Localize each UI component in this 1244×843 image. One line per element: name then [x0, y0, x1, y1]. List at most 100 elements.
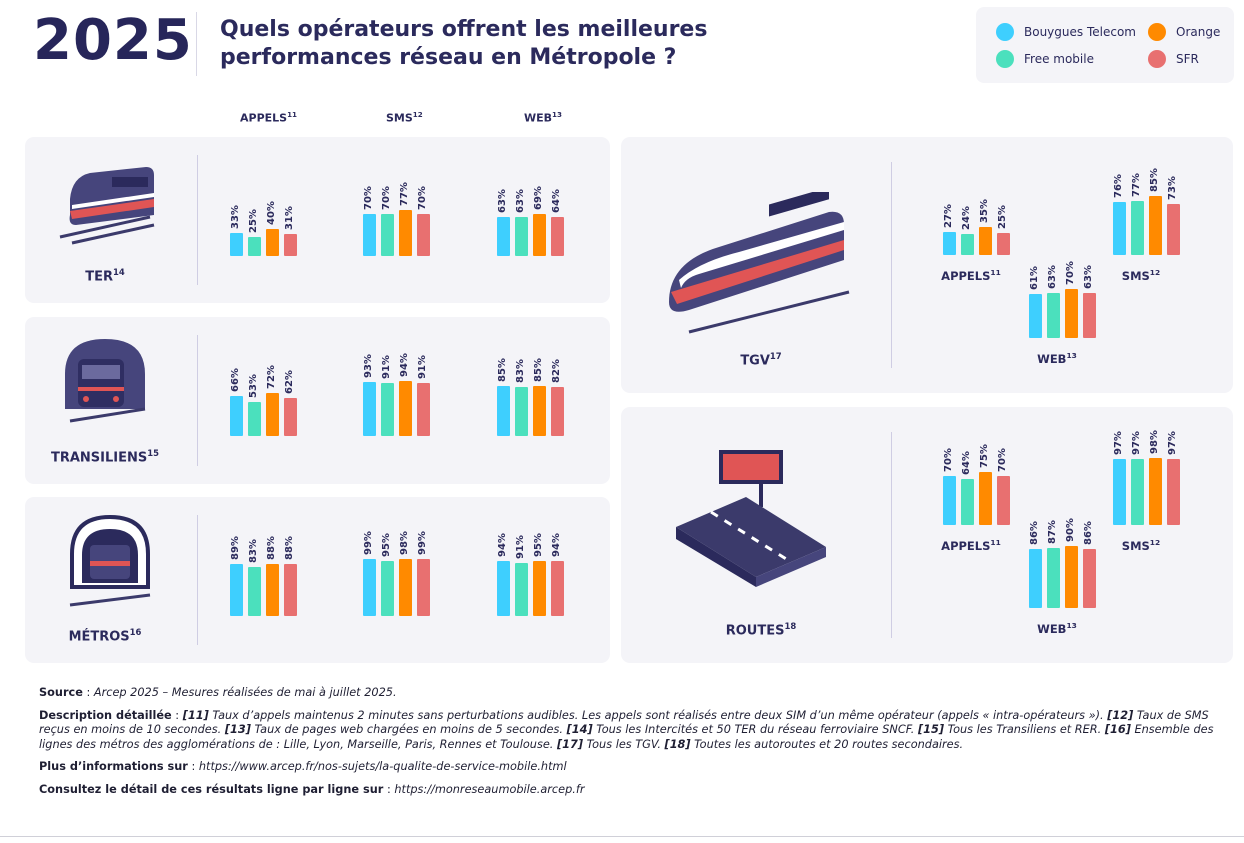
panel-divider	[891, 162, 892, 368]
bar-appels-orange	[979, 227, 992, 255]
road-icon	[666, 447, 836, 591]
footnote-ref: [13]	[224, 723, 251, 736]
value-label-sms: 98%	[399, 531, 410, 555]
value-label-appels: 25%	[997, 205, 1008, 229]
panel-ter: TER14 33% 25% 40% 31% 70% 70% 77% 70% 63% 63% 69% 64…	[25, 137, 610, 303]
bar-web-sfr	[1083, 293, 1096, 338]
value-label-web: 63%	[1047, 265, 1058, 289]
footnote-ref: [11]	[182, 708, 209, 722]
bar-sms-sfr	[417, 383, 430, 436]
footnote-text: Toutes les autoroutes et 20 routes secon…	[694, 737, 964, 751]
value-label-web: 90%	[1065, 518, 1076, 542]
bar-appels-bouygues-telecom	[943, 232, 956, 255]
year-heading: 2025	[33, 8, 193, 73]
legend-swatch	[1148, 50, 1166, 68]
bar-web-bouygues-telecom	[497, 386, 510, 436]
value-label-sms: 99%	[363, 531, 374, 555]
panel-divider	[197, 515, 198, 645]
value-label-sms: 93%	[363, 354, 374, 378]
bottom-divider	[0, 836, 1244, 837]
value-label-appels: 66%	[230, 368, 241, 392]
value-label-web: 95%	[533, 533, 544, 557]
bar-web-sfr	[551, 387, 564, 436]
value-label-web: 63%	[497, 189, 508, 213]
group-label-appels: APPELS11	[941, 538, 1001, 553]
bar-appels-free-mobile	[248, 402, 261, 436]
bar-web-sfr	[551, 217, 564, 256]
more-info-note: Plus d’informations sur : https://www.ar…	[39, 760, 567, 773]
legend: Bouygues Telecom Orange Free mobile SFR	[976, 7, 1234, 83]
bar-sms-orange	[399, 210, 412, 256]
footnotes: Source : Arcep 2025 – Mesures réalisées …	[39, 686, 1229, 805]
value-label-sms: 95%	[381, 533, 392, 557]
value-label-appels: 88%	[266, 536, 277, 560]
bar-web-orange	[533, 561, 546, 616]
value-label-appels: 64%	[961, 451, 972, 475]
bar-sms-sfr	[1167, 204, 1180, 255]
value-label-appels: 88%	[284, 536, 295, 560]
bar-sms-bouygues-telecom	[1113, 459, 1126, 525]
value-label-appels: 83%	[248, 539, 259, 563]
value-label-appels: 72%	[266, 365, 277, 389]
bar-web-orange	[533, 386, 546, 436]
bar-web-bouygues-telecom	[1029, 294, 1042, 338]
column-header-appels: APPELS11	[240, 110, 298, 125]
bar-web-orange	[533, 214, 546, 256]
bar-appels-free-mobile	[961, 234, 974, 255]
group-label-sms: SMS12	[1121, 538, 1161, 553]
bar-sms-bouygues-telecom	[1113, 202, 1126, 255]
detail-link[interactable]: https://monreseaumobile.arcep.fr	[394, 782, 585, 796]
value-label-sms: 97%	[1131, 431, 1142, 455]
bar-appels-sfr	[284, 234, 297, 256]
legend-label: SFR	[1176, 52, 1199, 66]
bar-sms-free-mobile	[381, 561, 394, 616]
bar-appels-sfr	[997, 476, 1010, 525]
bar-appels-sfr	[284, 398, 297, 436]
bar-sms-sfr	[1167, 459, 1180, 525]
group-label-appels: APPELS11	[941, 268, 1001, 283]
value-label-appels: 31%	[284, 206, 295, 230]
panel-label: MÉTROS16	[68, 627, 142, 645]
value-label-appels: 27%	[943, 204, 954, 228]
value-label-sms: 99%	[417, 531, 428, 555]
column-header-sms: SMS12	[386, 110, 423, 125]
legend-swatch	[996, 23, 1014, 41]
legend-label: Orange	[1176, 25, 1221, 39]
bar-sms-free-mobile	[1131, 459, 1144, 525]
bar-web-sfr	[1083, 549, 1096, 608]
bar-appels-sfr	[997, 233, 1010, 255]
legend-item-bouygues: Bouygues Telecom	[996, 23, 1136, 41]
value-label-sms: 85%	[1149, 168, 1160, 192]
footnote-ref: [17]	[557, 737, 584, 751]
group-label-sms: SMS12	[1121, 268, 1161, 283]
footnote-text: Ensemble des lignes des métros des agglo…	[39, 723, 1214, 751]
bar-sms-free-mobile	[1131, 201, 1144, 255]
bar-sms-free-mobile	[381, 214, 394, 256]
value-label-web: 63%	[515, 189, 526, 213]
value-label-sms: 98%	[1149, 430, 1160, 454]
legend-swatch	[1148, 23, 1166, 41]
value-label-web: 87%	[1047, 520, 1058, 544]
source-note: Source : Arcep 2025 – Mesures réalisées …	[39, 686, 397, 699]
footnote-text: Tous les Intercités et 50 TER du réseau …	[596, 723, 915, 736]
value-label-appels: 70%	[997, 448, 1008, 472]
value-label-web: 85%	[533, 358, 544, 382]
value-label-sms: 91%	[381, 355, 392, 379]
bar-appels-sfr	[284, 564, 297, 616]
legend-swatch	[996, 50, 1014, 68]
panel-divider	[891, 432, 892, 638]
bar-appels-orange	[266, 393, 279, 436]
value-label-appels: 62%	[284, 370, 295, 394]
bar-sms-orange	[399, 559, 412, 616]
column-header-web: WEB13	[524, 110, 562, 125]
group-label-web: WEB13	[1037, 621, 1077, 636]
ter-train-icon	[50, 159, 160, 253]
legend-label: Free mobile	[1024, 52, 1094, 66]
value-label-appels: 40%	[266, 201, 277, 225]
bar-sms-free-mobile	[381, 383, 394, 436]
value-label-sms: 73%	[1167, 176, 1178, 200]
panel-métros: MÉTROS16 89% 83% 88% 88% 99% 95% 98% 99% 94% 91% 95…	[25, 497, 610, 663]
panel-label: ROUTES18	[725, 621, 797, 639]
bar-sms-orange	[399, 381, 412, 436]
more-info-link[interactable]: https://www.arcep.fr/nos-sujets/la-quali…	[198, 760, 567, 773]
